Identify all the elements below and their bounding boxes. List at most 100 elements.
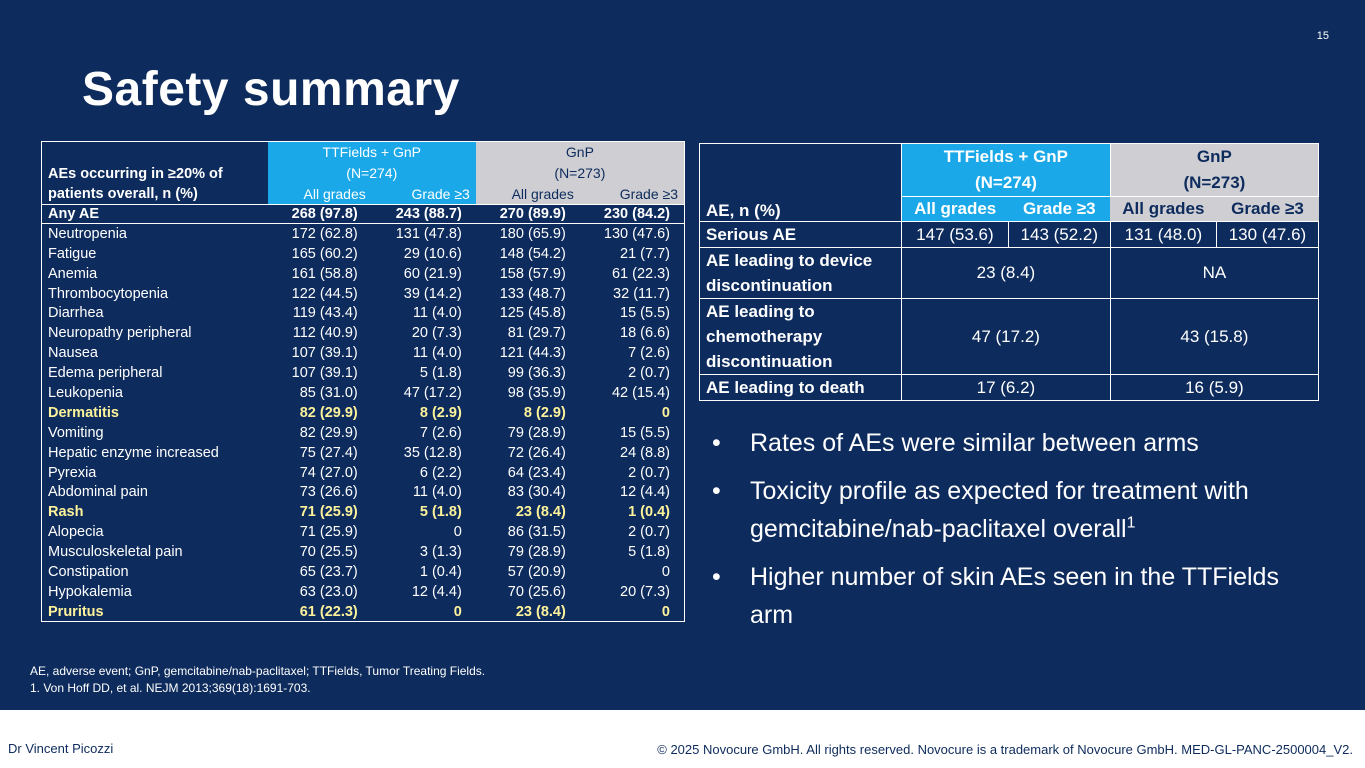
table-row: Thrombocytopenia 122 (44.5) 39 (14.2) 13…	[40, 283, 685, 304]
table-row: Leukopenia 85 (31.0) 47 (17.2) 98 (35.9)…	[40, 383, 685, 403]
ae-value: 6 (2.2)	[419, 464, 462, 481]
ae-value: 23 (8.4)	[475, 601, 580, 623]
ae-value: 0	[579, 601, 685, 623]
table-row: Edema peripheral 107 (39.1) 5 (1.8) 99 (…	[40, 363, 685, 384]
ae-value: 83 (30.4)	[507, 484, 566, 501]
table-row: Pyrexia 74 (27.0) 6 (2.2) 64 (23.4) 2 (0…	[40, 462, 685, 483]
ae-name: Any AE	[40, 203, 268, 225]
presenter-name: Dr Vincent Picozzi	[8, 741, 114, 756]
bullet-text: Toxicity profile as expected for treatme…	[750, 477, 1249, 543]
ae-value: 11 (4.0)	[412, 345, 462, 362]
ae-name: Anemia	[40, 263, 268, 284]
ae-value: 1 (0.4)	[579, 502, 685, 523]
ae-value: 32 (11.7)	[579, 283, 685, 304]
device-discontinuation-line1: AE leading to device	[706, 251, 873, 270]
ae-value: 20 (7.3)	[411, 325, 462, 342]
list-item: • Rates of AEs were similar between arms	[712, 424, 1312, 462]
summary-arm2-name: GnP	[1196, 147, 1232, 166]
ae-value: 270 (89.9)	[475, 203, 580, 225]
ae-table-arm1-name: TTFields + GnP	[322, 144, 421, 160]
ae-value: 148 (54.2)	[499, 245, 566, 262]
ae-table-arm2-name: GnP	[565, 144, 594, 160]
ae-value: 70 (25.5)	[299, 544, 358, 561]
ae-table-label-line1: AEs occurring in ≥20% of	[48, 165, 223, 182]
ae-value: 3 (1.3)	[419, 544, 462, 561]
table-row: Constipation 65 (23.7) 1 (0.4) 57 (20.9)…	[40, 562, 685, 582]
summary-arm1-n: (N=274)	[974, 173, 1037, 192]
ae-name: Alopecia	[40, 522, 268, 543]
table-row: Serious AE 147 (53.6) 143 (52.2) 131 (48…	[698, 221, 1320, 248]
table-row: Musculoskeletal pain 70 (25.5) 3 (1.3) 7…	[40, 542, 685, 563]
ae-value: 24 (8.8)	[579, 442, 685, 463]
ae-table-arm2-header: GnP (N=273)	[475, 141, 685, 184]
ae-value: 8 (2.9)	[419, 404, 462, 421]
ae-name: Hypokalemia	[40, 581, 268, 602]
death-arm2: 16 (5.9)	[1109, 374, 1320, 401]
table-row: Rash 71 (25.9) 5 (1.8) 23 (8.4) 1 (0.4)	[40, 502, 685, 523]
bullet-icon: •	[712, 429, 721, 457]
ae-name: Nausea	[40, 343, 268, 364]
summary-arm1-header: TTFields + GnP (N=274)	[901, 143, 1111, 197]
table-row: Anemia 161 (58.8) 60 (21.9) 158 (57.9) 6…	[40, 263, 685, 284]
summary-arm1-name: TTFields + GnP	[943, 147, 1069, 166]
ae-value: 70 (25.6)	[507, 583, 566, 600]
table-row: Any AE 268 (97.8) 243 (88.7) 270 (89.9) …	[40, 203, 685, 225]
ae-value: 11 (4.0)	[412, 305, 462, 322]
table-row: Nausea 107 (39.1) 11 (4.0) 121 (44.3) 7 …	[40, 343, 685, 364]
ae-value: 7 (2.6)	[579, 343, 685, 364]
ae-table-label-line2: patients overall, n (%)	[48, 185, 198, 202]
ae-name: Abdominal pain	[40, 482, 268, 503]
ae-name: Rash	[40, 502, 268, 523]
ae-value: 47 (17.2)	[403, 384, 462, 401]
ae-name: Edema peripheral	[40, 363, 268, 384]
table-row: AE leading to device discontinuation 23 …	[698, 247, 1320, 299]
ae-value: 74 (27.0)	[299, 464, 358, 481]
ae-name: Hepatic enzyme increased	[40, 442, 268, 463]
table-row: Alopecia 71 (25.9) 0 86 (31.5) 2 (0.7)	[40, 522, 685, 543]
ae-value: 81 (29.7)	[507, 325, 566, 342]
ae-value: 5 (1.8)	[579, 542, 685, 563]
device-discontinuation-arm1: 23 (8.4)	[901, 247, 1111, 299]
ae-value: 82 (29.9)	[299, 424, 358, 441]
ae-value: 72 (26.4)	[507, 444, 566, 461]
ae-name: Fatigue	[40, 243, 268, 264]
ae-table-arm2-all-grades: All grades	[475, 184, 580, 204]
ae-value: 20 (7.3)	[579, 581, 685, 602]
serious-ae-value: 147 (53.6)	[901, 221, 1009, 248]
ae-value: 131 (47.8)	[395, 226, 462, 243]
footnotes: AE, adverse event; GnP, gemcitabine/nab-…	[30, 663, 485, 697]
ae-value: 1 (0.4)	[419, 563, 462, 580]
ae-value: 65 (23.7)	[299, 563, 358, 580]
ae-name: Musculoskeletal pain	[40, 542, 268, 563]
ae-table-label-cell: AEs occurring in ≥20% of patients overal…	[40, 141, 268, 204]
ae-value: 107 (39.1)	[291, 345, 358, 362]
ae-value: 172 (62.8)	[291, 226, 358, 243]
table-row: Hypokalemia 63 (23.0) 12 (4.4) 70 (25.6)…	[40, 581, 685, 602]
ae-name: Thrombocytopenia	[40, 283, 268, 304]
list-item: • Toxicity profile as expected for treat…	[712, 472, 1312, 548]
death-arm1: 17 (6.2)	[901, 374, 1111, 401]
ae-name: Pruritus	[40, 601, 268, 623]
table-row: Vomiting 82 (29.9) 7 (2.6) 79 (28.9) 15 …	[40, 422, 685, 443]
ae-value: 57 (20.9)	[507, 563, 566, 580]
ae-name: Constipation	[40, 562, 268, 582]
ae-value: 42 (15.4)	[579, 383, 685, 403]
summary-arm2-header: GnP (N=273)	[1109, 143, 1320, 197]
ae-table-arm1-grade3: Grade ≥3	[371, 184, 476, 204]
ae-name: Neuropathy peripheral	[40, 323, 268, 344]
ae-value: 75 (27.4)	[299, 444, 358, 461]
serious-ae-label: Serious AE	[698, 221, 903, 248]
ae-value: 61 (22.3)	[579, 263, 685, 284]
table-row: Neuropathy peripheral 112 (40.9) 20 (7.3…	[40, 323, 685, 344]
serious-ae-value: 143 (52.2)	[1007, 221, 1111, 248]
summary-arm2-n: (N=273)	[1183, 173, 1246, 192]
ae-name: Diarrhea	[40, 303, 268, 324]
ae-value: 86 (31.5)	[507, 524, 566, 541]
ae-value: 5 (1.8)	[419, 365, 462, 382]
ae-value: 165 (60.2)	[291, 245, 358, 262]
ae-value: 0	[579, 562, 685, 582]
chemo-discontinuation-line3: discontinuation	[706, 352, 833, 371]
ae-value: 23 (8.4)	[515, 504, 566, 521]
ae-value: 12 (4.4)	[411, 583, 462, 600]
ae-name: Vomiting	[40, 422, 268, 443]
